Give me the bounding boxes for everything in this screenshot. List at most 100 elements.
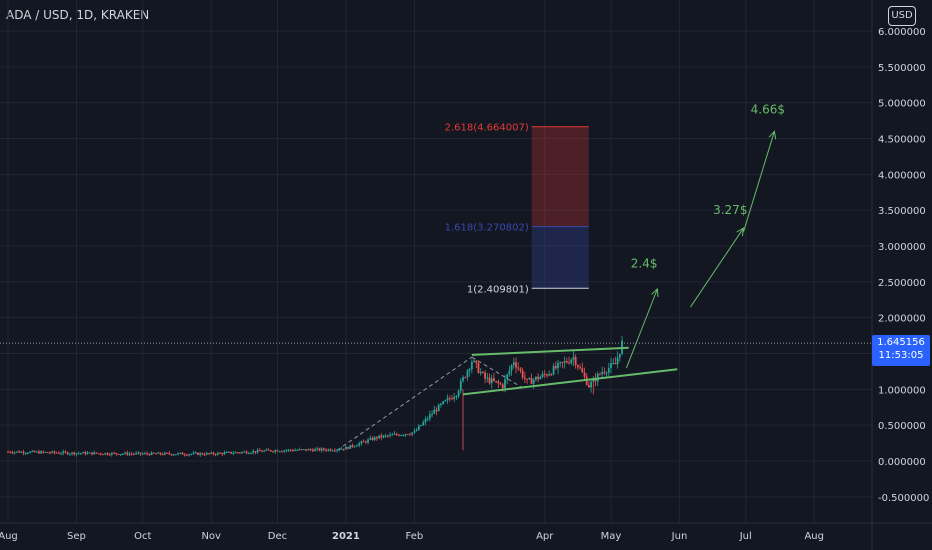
candle-body bbox=[97, 453, 100, 455]
candle-body bbox=[71, 452, 73, 454]
candle-body bbox=[369, 438, 372, 440]
candle-body bbox=[214, 454, 217, 456]
x-tick-label: Feb bbox=[406, 531, 424, 542]
candle-body bbox=[7, 451, 9, 453]
candle-body bbox=[113, 452, 115, 454]
candle-body bbox=[360, 441, 363, 444]
candle-body bbox=[501, 384, 504, 389]
candle-body bbox=[481, 372, 484, 374]
candle-body bbox=[572, 356, 575, 360]
candle-body bbox=[462, 377, 464, 381]
candle-body bbox=[568, 362, 570, 364]
x-tick-label: Oct bbox=[134, 531, 151, 542]
candle-body bbox=[305, 449, 308, 451]
candle-body bbox=[115, 452, 118, 454]
y-tick-label: 0.500000 bbox=[878, 421, 926, 432]
fib-anchor-line-1 bbox=[336, 356, 473, 451]
candle-body bbox=[256, 449, 259, 453]
candle-body bbox=[345, 447, 347, 450]
candle-body bbox=[499, 383, 502, 385]
candle-body bbox=[188, 454, 191, 456]
candle-body bbox=[77, 453, 80, 455]
candle-body bbox=[9, 451, 12, 453]
fib-level-label: 1(2.409801) bbox=[467, 284, 529, 295]
candle-body bbox=[278, 451, 281, 453]
x-tick-label: Apr bbox=[536, 531, 554, 542]
candle-body bbox=[599, 373, 601, 375]
symbol-title: ADA / USD, 1D, KRAKEN bbox=[6, 8, 150, 22]
candle-body bbox=[210, 452, 213, 454]
candle-body bbox=[152, 452, 155, 454]
candle-body bbox=[130, 453, 133, 455]
candle-body bbox=[353, 446, 356, 448]
candle-body bbox=[316, 448, 319, 450]
candle-body bbox=[415, 429, 418, 432]
candle-body bbox=[393, 433, 396, 435]
candle-body bbox=[442, 401, 445, 404]
candle-body bbox=[526, 378, 528, 380]
candle-body bbox=[422, 422, 425, 426]
candle-body bbox=[402, 435, 405, 437]
candle-body bbox=[515, 362, 517, 368]
candle-body bbox=[610, 363, 612, 369]
candle-body bbox=[435, 409, 438, 412]
fib-zone-lower bbox=[531, 226, 589, 289]
candle-body bbox=[327, 449, 330, 451]
candle-body bbox=[424, 419, 427, 423]
x-tick-label: Sep bbox=[67, 531, 86, 542]
candle-body bbox=[451, 398, 453, 400]
candle-body bbox=[497, 381, 500, 384]
candle-body bbox=[320, 448, 323, 451]
candle-body bbox=[382, 435, 385, 438]
candle-body bbox=[618, 353, 621, 358]
candle-body bbox=[594, 378, 597, 382]
target-label: 3.27$ bbox=[713, 203, 747, 217]
candle-body bbox=[133, 453, 135, 455]
candle-body bbox=[223, 452, 226, 455]
candle-body bbox=[49, 452, 51, 454]
candle-body bbox=[186, 454, 188, 456]
pattern-drawings: 2.4$ 3.27$ 4.66$ bbox=[462, 102, 785, 396]
candle-body bbox=[446, 398, 449, 401]
candle-body bbox=[38, 451, 40, 454]
target-arrow-head bbox=[651, 287, 659, 298]
candle-body bbox=[356, 445, 358, 447]
candle-body bbox=[453, 396, 456, 399]
x-tick-label: Jun bbox=[671, 531, 688, 542]
candle-body bbox=[236, 452, 239, 454]
candle-body bbox=[24, 453, 27, 455]
candle-body bbox=[362, 441, 365, 443]
candle-body bbox=[590, 381, 593, 388]
fib-level-label: 1.618(3.270802) bbox=[445, 223, 529, 234]
candle-body bbox=[194, 452, 197, 454]
candle-body bbox=[82, 452, 84, 454]
support-line bbox=[462, 368, 678, 396]
candle-body bbox=[300, 449, 303, 451]
currency-button[interactable]: USD bbox=[888, 6, 916, 26]
candle-body bbox=[104, 453, 107, 455]
candle-body bbox=[221, 453, 224, 455]
candle-body bbox=[29, 451, 31, 453]
y-tick-label: 5.000000 bbox=[878, 99, 926, 110]
candle-body bbox=[532, 379, 535, 384]
candle-body bbox=[559, 362, 562, 364]
candle-body bbox=[95, 452, 98, 454]
candle-body bbox=[20, 451, 23, 453]
candle-body bbox=[448, 398, 451, 400]
candle-body bbox=[303, 449, 305, 451]
candle-body bbox=[588, 384, 590, 388]
candle-body bbox=[267, 449, 270, 451]
candle-body bbox=[79, 453, 82, 455]
candle-body bbox=[192, 452, 195, 454]
candle-body bbox=[329, 449, 332, 451]
candle-body bbox=[190, 453, 193, 455]
candle-body bbox=[521, 370, 524, 378]
y-tick-label: -0.500000 bbox=[878, 493, 929, 504]
candle-body bbox=[364, 441, 367, 443]
candle-body bbox=[135, 453, 138, 455]
candle-body bbox=[334, 450, 336, 452]
candle-body bbox=[161, 454, 164, 456]
candle-body bbox=[197, 452, 199, 455]
candle-body bbox=[108, 454, 111, 456]
